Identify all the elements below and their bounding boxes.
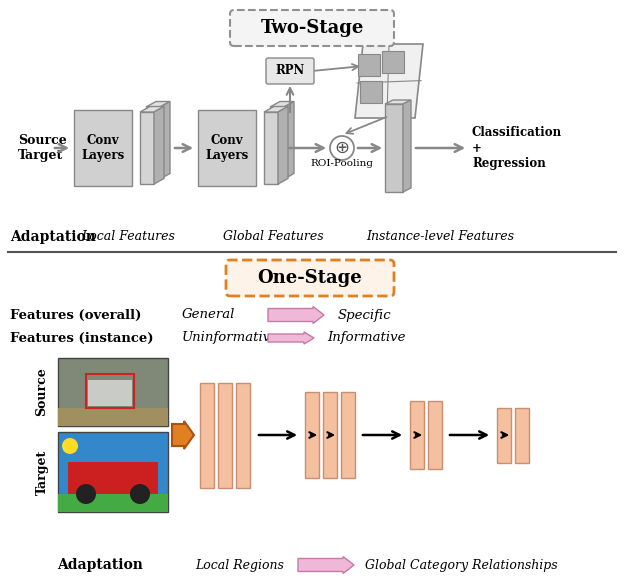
Polygon shape [68, 462, 158, 494]
Text: Target: Target [36, 449, 49, 495]
FancyBboxPatch shape [226, 260, 394, 296]
Bar [385, 104, 403, 192]
Polygon shape [270, 101, 294, 107]
Bar [360, 81, 382, 103]
FancyBboxPatch shape [230, 10, 394, 46]
Text: Instance-level Features: Instance-level Features [366, 230, 514, 243]
Text: Adaptation: Adaptation [57, 558, 143, 572]
Bar [200, 382, 214, 488]
Bar [358, 54, 380, 76]
Bar [218, 382, 232, 488]
Bar [428, 401, 442, 469]
Text: Features (overall): Features (overall) [10, 308, 142, 321]
Text: Informative: Informative [327, 332, 406, 345]
Polygon shape [284, 101, 294, 179]
Circle shape [330, 136, 354, 160]
Polygon shape [154, 107, 164, 184]
Text: Specific: Specific [338, 308, 392, 321]
Bar [305, 392, 319, 478]
Bar [341, 392, 355, 478]
Text: RPN: RPN [275, 65, 305, 77]
Bar [58, 494, 168, 512]
Bar [497, 407, 511, 463]
Text: $\oplus$: $\oplus$ [334, 139, 349, 157]
Bar [410, 401, 424, 469]
Circle shape [130, 484, 150, 504]
Polygon shape [403, 100, 411, 192]
Bar [86, 374, 134, 408]
FancyArrow shape [172, 421, 194, 449]
Text: Features (instance): Features (instance) [10, 332, 154, 345]
Text: Two-Stage: Two-Stage [260, 19, 364, 37]
Bar [58, 408, 168, 426]
FancyArrow shape [268, 332, 314, 344]
Polygon shape [146, 107, 160, 179]
Bar [74, 110, 132, 186]
FancyArrow shape [298, 556, 354, 573]
Polygon shape [270, 107, 284, 179]
Bar [515, 407, 529, 463]
Text: Uninformative: Uninformative [182, 332, 279, 345]
Text: Source
Target: Source Target [18, 134, 67, 162]
Polygon shape [264, 107, 288, 112]
Text: Conv
Layers: Conv Layers [81, 134, 125, 162]
Polygon shape [278, 107, 288, 184]
Circle shape [62, 438, 78, 454]
Circle shape [76, 484, 96, 504]
Text: Classification
+
Regression: Classification + Regression [472, 126, 562, 169]
Text: Global Category Relationships: Global Category Relationships [365, 559, 558, 572]
Text: Source: Source [36, 368, 49, 416]
Text: Local Regions: Local Regions [195, 559, 285, 572]
Text: One-Stage: One-Stage [258, 269, 363, 287]
Text: General: General [182, 308, 235, 321]
Text: Global Features: Global Features [223, 230, 323, 243]
Text: ROI-Pooling: ROI-Pooling [311, 158, 374, 168]
Bar [382, 51, 404, 73]
Bar [236, 382, 250, 488]
Polygon shape [385, 100, 411, 104]
Polygon shape [160, 101, 170, 179]
FancyBboxPatch shape [266, 58, 314, 84]
Bar [58, 358, 168, 426]
Bar [88, 380, 132, 406]
Text: Conv
Layers: Conv Layers [205, 134, 248, 162]
Bar [323, 392, 337, 478]
Bar [198, 110, 256, 186]
Polygon shape [146, 101, 170, 107]
Polygon shape [264, 112, 278, 184]
Polygon shape [140, 107, 164, 112]
Text: Adaptation: Adaptation [10, 230, 96, 244]
FancyArrow shape [268, 307, 324, 324]
Polygon shape [140, 112, 154, 184]
Bar [58, 432, 168, 512]
Polygon shape [355, 44, 423, 118]
Text: Local Features: Local Features [81, 230, 175, 243]
